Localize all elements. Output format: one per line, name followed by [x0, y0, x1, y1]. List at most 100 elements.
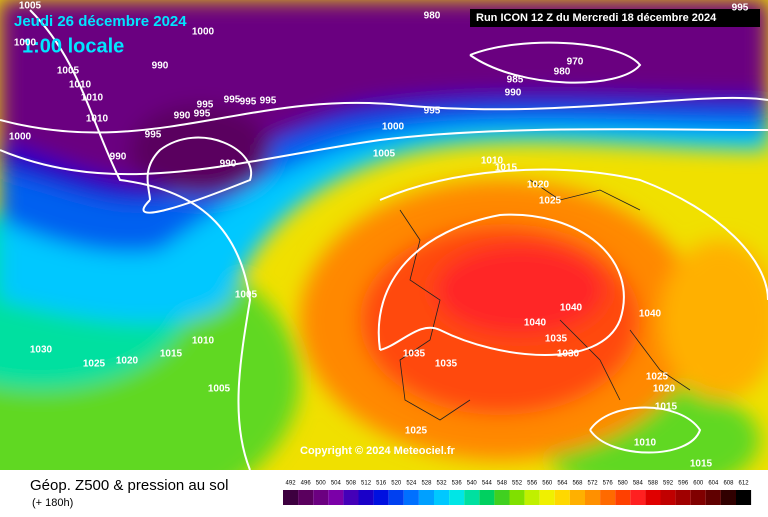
isobar-label: 990	[110, 152, 127, 163]
isobar-label: 985	[507, 75, 524, 86]
scale-swatch	[464, 490, 480, 505]
color-scale: 492 496 500 504 508 512 516 520 524 528 532 536 540 5…	[283, 481, 752, 505]
scale-label: 508	[346, 481, 357, 487]
scale-swatch	[600, 490, 616, 505]
scale-swatch	[524, 490, 540, 505]
isobar-label: 1000	[382, 122, 405, 133]
isobar-label: 1015	[160, 349, 183, 360]
scale-swatch	[403, 490, 419, 505]
scale-label: 540	[467, 481, 478, 487]
scale-label: 536	[452, 481, 463, 487]
isobar-label: 995	[224, 95, 241, 106]
isobar-label: 1010	[86, 114, 109, 125]
scale-label: 600	[693, 481, 704, 487]
scale-label: 572	[588, 481, 599, 487]
isobar-label: 980	[424, 11, 441, 22]
valid-date: Jeudi 26 décembre 2024	[14, 13, 187, 30]
scale-swatch	[418, 490, 434, 505]
isobar-label: 995	[240, 97, 257, 108]
isobar-label: 1005	[19, 1, 42, 12]
isobar-label: 995	[424, 106, 441, 117]
scale-swatch	[705, 490, 721, 505]
scale-label: 504	[331, 481, 342, 487]
scale-label: 512	[361, 481, 372, 487]
scale-label: 532	[437, 481, 448, 487]
isobar-label: 1040	[639, 309, 662, 320]
isobar-label: 1010	[69, 80, 92, 91]
scale-swatch	[675, 490, 691, 505]
isobar-label: 1025	[405, 426, 428, 437]
isobar-label: 1000	[9, 132, 32, 143]
isobar-label: 1020	[116, 356, 139, 367]
isobar-label: 1000	[192, 27, 215, 38]
scale-label: 516	[376, 481, 387, 487]
isobar-label: 1015	[655, 402, 678, 413]
scale-label: 500	[316, 481, 327, 487]
run-info: Run ICON 12 Z du Mercredi 18 décembre 20…	[476, 12, 717, 24]
isobar-label: 1040	[524, 318, 547, 329]
scale-label: 596	[678, 481, 689, 487]
isobar-label: 1005	[235, 290, 258, 301]
scale-label: 604	[708, 481, 719, 487]
isobar-label: 1030	[557, 349, 580, 360]
isobar-label: 1035	[435, 359, 458, 370]
scale-label: 568	[572, 481, 583, 487]
isobar-label: 1040	[560, 303, 583, 314]
isobar-label: 1020	[527, 180, 550, 191]
scale-label: 552	[512, 481, 523, 487]
isobar-label: 1025	[539, 196, 562, 207]
valid-time: 1:00 locale	[22, 35, 124, 57]
scale-label: 556	[527, 481, 538, 487]
isobar-label: 1005	[208, 384, 231, 395]
scale-swatch	[283, 490, 299, 505]
isobar-label: 995	[197, 100, 214, 111]
scale-swatch	[494, 490, 510, 505]
scale-label: 580	[618, 481, 629, 487]
scale-swatch	[509, 490, 525, 505]
isobar-label: 1035	[545, 334, 568, 345]
isobar-label: 1035	[403, 349, 426, 360]
isobar-label: 995	[732, 3, 749, 14]
scale-swatch	[343, 490, 359, 505]
scale-swatch	[554, 490, 570, 505]
isobar-label: 990	[152, 61, 169, 72]
isobar-label: 990	[505, 88, 522, 99]
isobar-label: 1015	[495, 163, 518, 174]
scale-label: 496	[301, 481, 312, 487]
scale-label: 608	[723, 481, 734, 487]
scale-swatch	[660, 490, 676, 505]
scale-label: 612	[739, 481, 750, 487]
isobar-label: 1020	[653, 384, 676, 395]
isobar-label: 1010	[192, 336, 215, 347]
isobar-label: 1010	[481, 156, 504, 167]
scale-swatch	[585, 490, 601, 505]
scale-swatch	[388, 490, 404, 505]
scale-swatch	[630, 490, 646, 505]
scale-swatch	[373, 490, 389, 505]
isobar-label: 990	[220, 159, 237, 170]
scale-swatch	[539, 490, 555, 505]
scale-label: 588	[648, 481, 659, 487]
scale-swatch	[358, 490, 374, 505]
scale-swatch	[434, 490, 450, 505]
isobar-label: 970	[567, 57, 584, 68]
scale-swatch	[690, 490, 706, 505]
isobar-label: 1025	[646, 372, 669, 383]
scale-swatch	[313, 490, 329, 505]
isobar-label: 995	[145, 130, 162, 141]
isobar-label: 1010	[81, 93, 104, 104]
scale-label: 528	[421, 481, 432, 487]
isobar-label: 1005	[373, 149, 396, 160]
scale-swatch	[569, 490, 585, 505]
scale-swatch	[479, 490, 495, 505]
isobar-label: 995	[194, 109, 211, 120]
scale-swatch	[720, 490, 736, 505]
isobar-label: 1025	[83, 359, 106, 370]
isobar-label: 980	[554, 67, 571, 78]
footer-title: Géop. Z500 & pression au sol	[30, 477, 228, 494]
scale-label: 564	[557, 481, 568, 487]
footer-lead: (+ 180h)	[32, 497, 73, 509]
isobar-label: 990	[174, 111, 191, 122]
